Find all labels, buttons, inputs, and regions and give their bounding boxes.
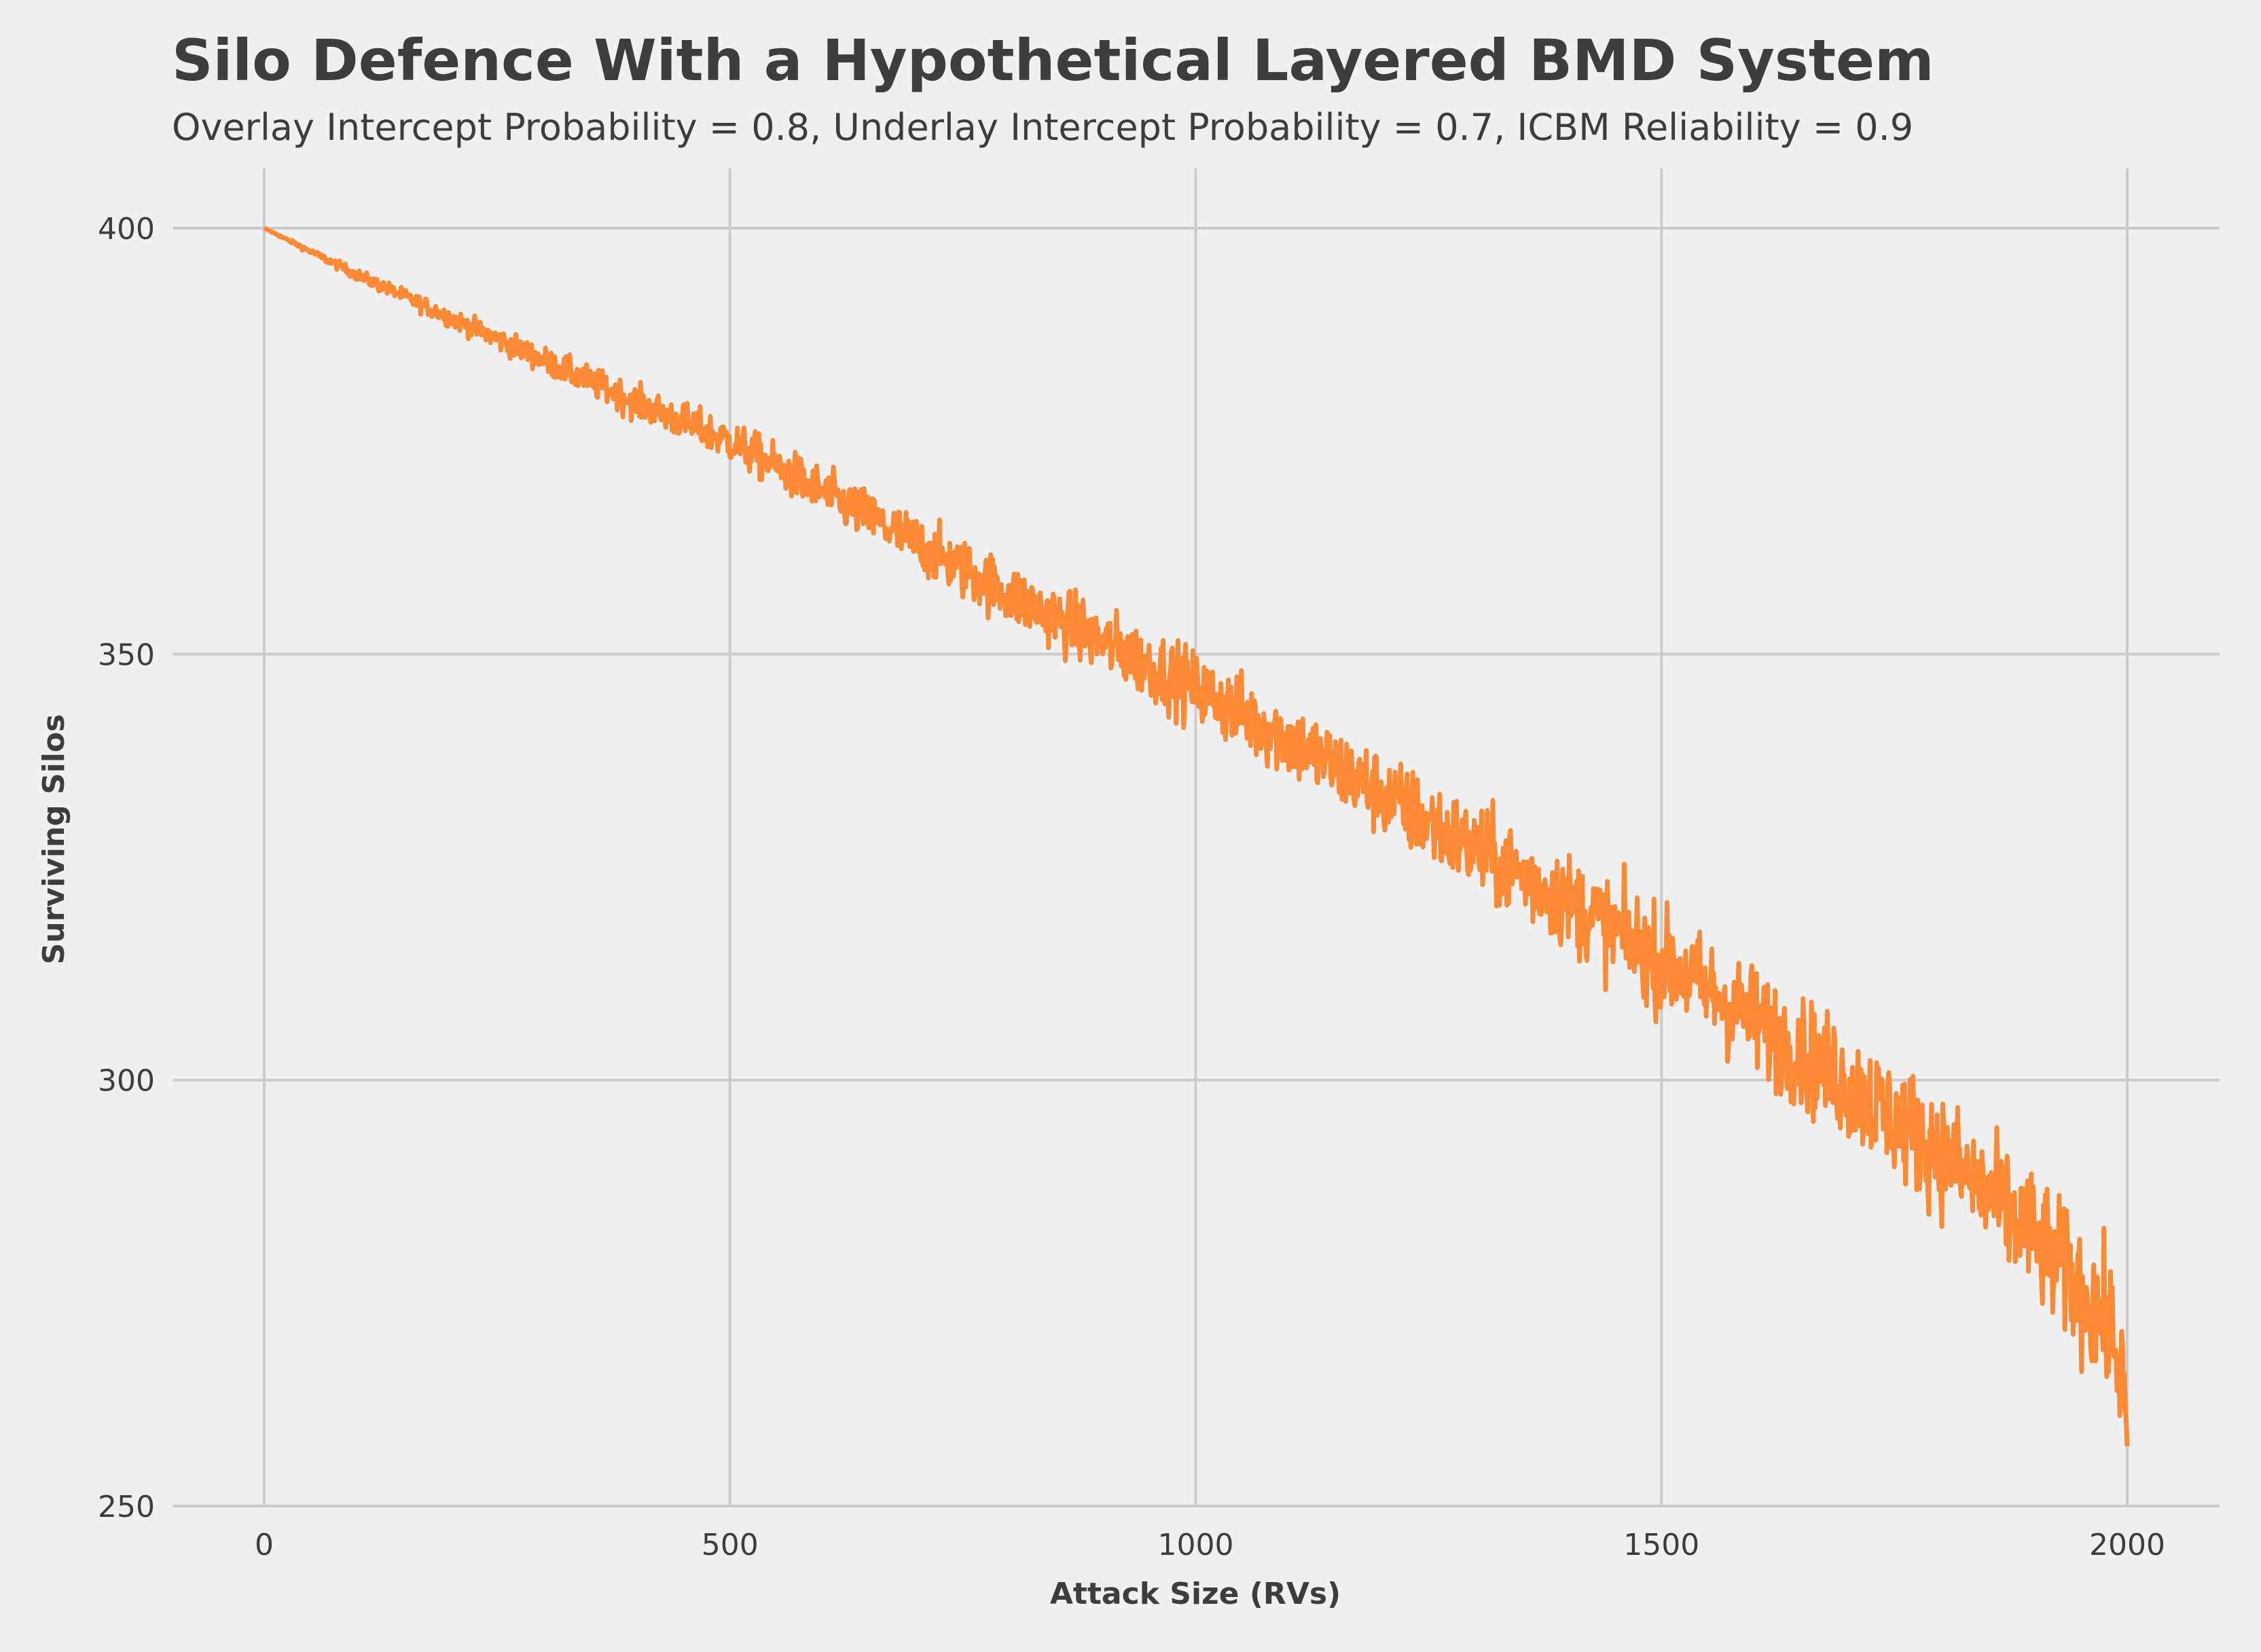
y-tick-label: 300 xyxy=(98,1064,155,1099)
y-axis-label: Surviving Silos xyxy=(37,714,71,965)
x-tick-label: 2000 xyxy=(2089,1528,2165,1562)
grid-layer xyxy=(173,168,2220,1507)
chart-subtitle: Overlay Intercept Probability = 0.8, Und… xyxy=(172,106,1914,149)
y-tick-label: 400 xyxy=(98,212,155,246)
surviving-silos-line xyxy=(262,225,2130,1447)
data-layer xyxy=(262,225,2130,1447)
y-tick-label: 250 xyxy=(98,1490,155,1524)
x-tick-label: 1000 xyxy=(1158,1528,1234,1562)
chart-title: Silo Defence With a Hypothetical Layered… xyxy=(172,27,1934,94)
y-tick-label: 350 xyxy=(98,638,155,672)
x-axis-label: Attack Size (RVs) xyxy=(1050,1577,1341,1611)
x-tick-label: 0 xyxy=(255,1528,274,1562)
x-tick-label: 500 xyxy=(702,1528,759,1562)
x-tick-label: 1500 xyxy=(1623,1528,1699,1562)
axis-layer: 0 500 1000 1500 2000 250 300 350 400 xyxy=(98,212,2165,1562)
